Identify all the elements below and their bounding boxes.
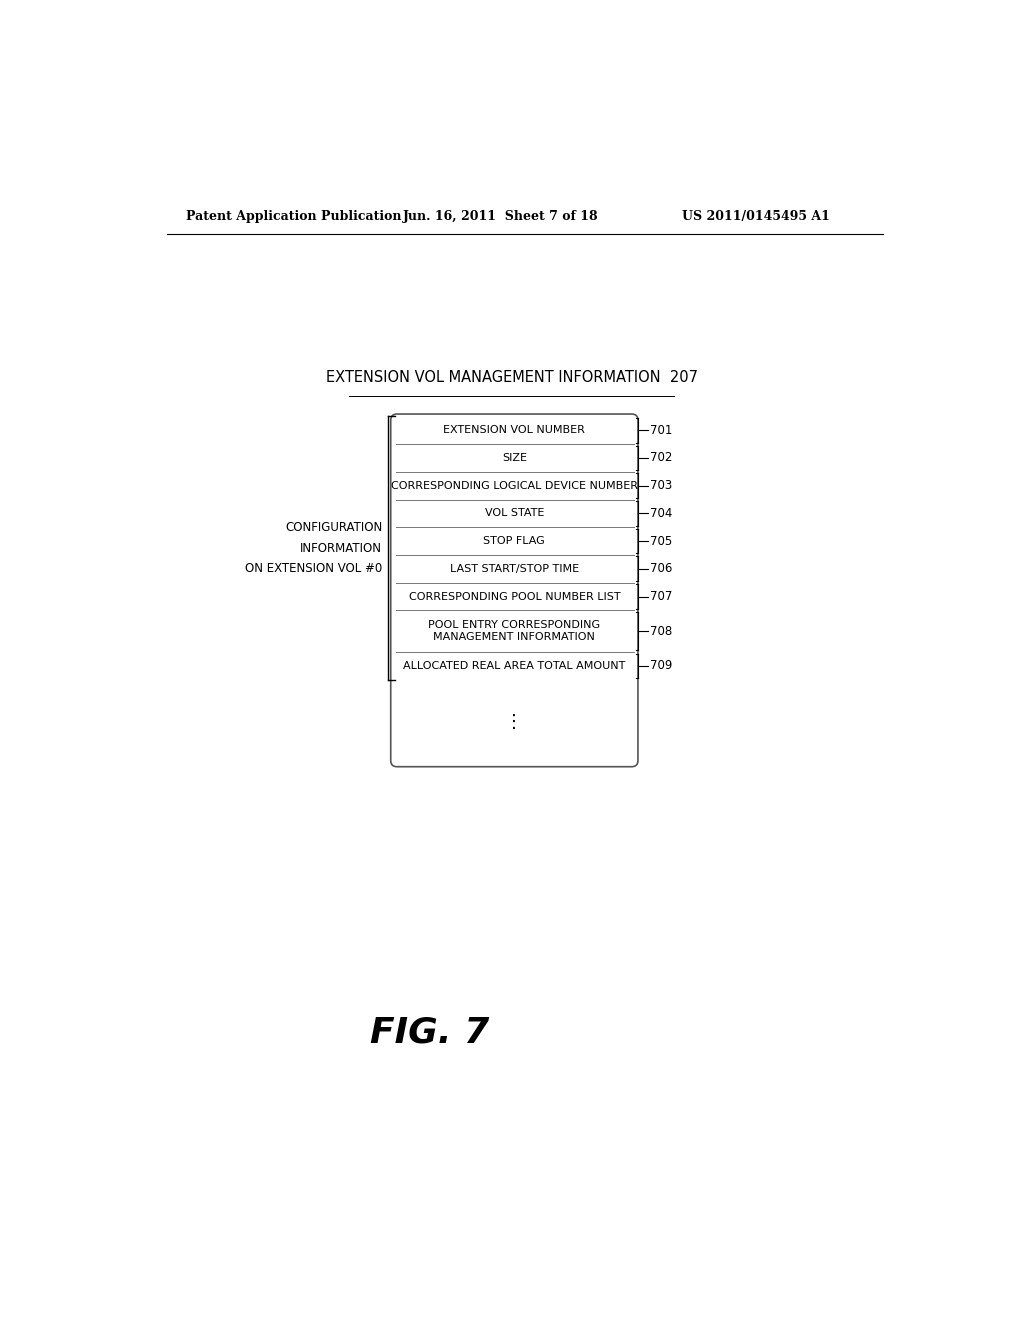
- Text: 705: 705: [650, 535, 673, 548]
- Text: ⋮: ⋮: [505, 713, 523, 731]
- Text: EXTENSION VOL NUMBER: EXTENSION VOL NUMBER: [443, 425, 586, 436]
- Text: 702: 702: [650, 451, 673, 465]
- Text: CORRESPONDING POOL NUMBER LIST: CORRESPONDING POOL NUMBER LIST: [409, 591, 621, 602]
- Text: CORRESPONDING LOGICAL DEVICE NUMBER: CORRESPONDING LOGICAL DEVICE NUMBER: [391, 480, 638, 491]
- Text: 703: 703: [650, 479, 673, 492]
- Text: US 2011/0145495 A1: US 2011/0145495 A1: [682, 210, 830, 223]
- Text: Patent Application Publication: Patent Application Publication: [186, 210, 401, 223]
- Text: 704: 704: [650, 507, 673, 520]
- Text: CONFIGURATION: CONFIGURATION: [285, 520, 382, 533]
- Text: FIG. 7: FIG. 7: [370, 1015, 489, 1049]
- Text: INFORMATION: INFORMATION: [300, 541, 382, 554]
- Text: 709: 709: [650, 659, 673, 672]
- Text: EXTENSION VOL MANAGEMENT INFORMATION  207: EXTENSION VOL MANAGEMENT INFORMATION 207: [326, 371, 697, 385]
- Text: POOL ENTRY CORRESPONDING
MANAGEMENT INFORMATION: POOL ENTRY CORRESPONDING MANAGEMENT INFO…: [428, 620, 600, 642]
- Text: LAST START/STOP TIME: LAST START/STOP TIME: [450, 564, 579, 574]
- Text: ALLOCATED REAL AREA TOTAL AMOUNT: ALLOCATED REAL AREA TOTAL AMOUNT: [403, 661, 626, 671]
- Text: 707: 707: [650, 590, 673, 603]
- FancyBboxPatch shape: [391, 414, 638, 767]
- Text: 708: 708: [650, 624, 673, 638]
- Text: ON EXTENSION VOL #0: ON EXTENSION VOL #0: [245, 562, 382, 576]
- Text: 706: 706: [650, 562, 673, 576]
- Text: STOP FLAG: STOP FLAG: [483, 536, 545, 546]
- Text: 701: 701: [650, 424, 673, 437]
- Text: VOL STATE: VOL STATE: [484, 508, 544, 519]
- Text: Jun. 16, 2011  Sheet 7 of 18: Jun. 16, 2011 Sheet 7 of 18: [403, 210, 599, 223]
- Text: SIZE: SIZE: [502, 453, 526, 463]
